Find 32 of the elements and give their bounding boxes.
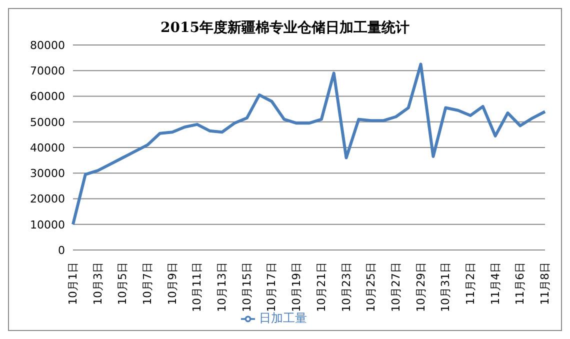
x-tick-label: 10月1日 — [66, 262, 80, 305]
y-tick-label: 20000 — [30, 192, 65, 206]
y-tick-label: 80000 — [30, 38, 65, 52]
legend-label: 日加工量 — [259, 311, 307, 325]
x-tick-label: 10月13日 — [216, 262, 229, 312]
line-series — [72, 62, 546, 226]
x-tick-label: 10月31日 — [439, 262, 452, 312]
x-tick-label: 11月2日 — [464, 262, 477, 305]
x-tick-label: 11月4日 — [488, 262, 502, 305]
y-tick-label: 0 — [58, 244, 65, 257]
y-tick-label: 40000 — [30, 141, 65, 154]
x-tick-label: 10月25日 — [364, 262, 378, 312]
x-tick-label: 11月6日 — [514, 262, 527, 305]
y-tick-label: 30000 — [30, 167, 65, 180]
y-tick-label: 60000 — [30, 90, 65, 104]
x-tick-label: 11月8日 — [538, 262, 552, 305]
y-tick-label: 10000 — [30, 218, 65, 232]
x-tick-label: 10月17日 — [265, 262, 278, 312]
chart-title: 2015年度新疆棉专业仓储日加工量统计 — [160, 19, 410, 37]
x-tick-label: 10月7日 — [141, 262, 154, 305]
y-tick-label: 70000 — [30, 64, 65, 78]
y-tick-label: 50000 — [30, 116, 65, 129]
x-tick-label: 10月23日 — [340, 262, 353, 312]
x-tick-label: 10月15日 — [240, 262, 254, 312]
x-tick-label: 10月5日 — [116, 262, 130, 305]
x-tick-label: 10月9日 — [166, 262, 179, 305]
x-tick-label: 10月29日 — [414, 262, 428, 312]
x-tick-label: 10月19日 — [290, 262, 304, 312]
x-tick-label: 10月21日 — [314, 262, 328, 312]
x-tick-label: 10月11日 — [190, 262, 204, 312]
x-tick-label: 10月3日 — [91, 262, 104, 305]
x-tick-label: 10月27日 — [389, 262, 402, 312]
